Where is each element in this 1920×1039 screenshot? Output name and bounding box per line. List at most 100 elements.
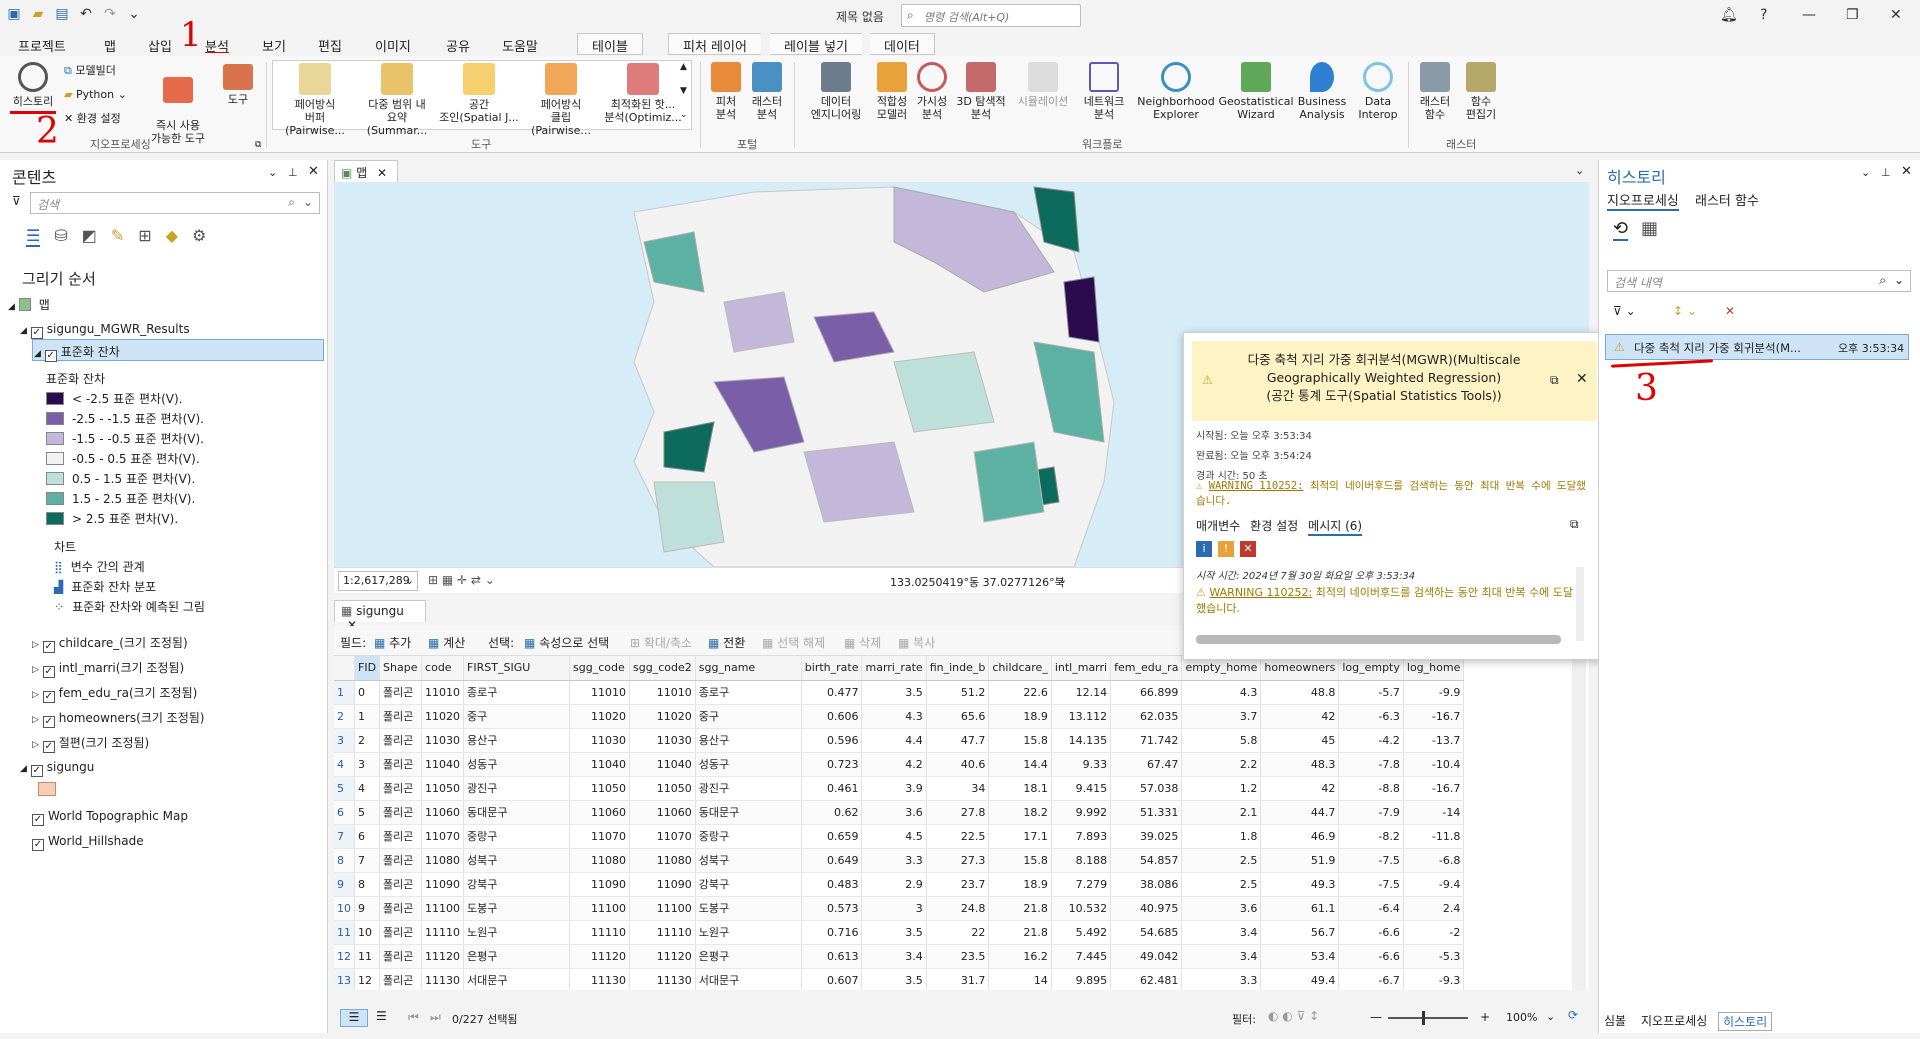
tab-table[interactable]: 테이블 <box>577 33 643 55</box>
table-cell[interactable]: 22.5 <box>926 824 990 849</box>
table-cell[interactable]: 11070 <box>629 824 696 849</box>
table-row[interactable]: 13 12 폴리곤 11130 서대문구 11130 11130 서대문구 0.607 3.5 31… <box>334 968 1465 990</box>
feature-analysis-button[interactable]: 피처 분석 <box>706 62 746 121</box>
table-cell[interactable]: 11090 <box>421 872 465 897</box>
suitability-modeler-button[interactable]: 적합성 모델러 <box>870 62 914 121</box>
table-row[interactable]: 2 1 폴리곤 11020 중구 11020 11020 중구 0.606 4.3 65.6 18.9… <box>334 704 1465 729</box>
table-cell[interactable]: 3.4 <box>1181 944 1262 969</box>
table-cell[interactable]: 5.492 <box>1051 920 1112 945</box>
table-cell[interactable]: 11060 <box>421 800 465 825</box>
table-cell[interactable]: 서대문구 <box>695 968 802 990</box>
draw-order-icon[interactable]: ☰ <box>26 226 41 247</box>
table-cell[interactable]: 11110 <box>569 920 631 945</box>
table-cell[interactable]: -9.4 <box>1403 872 1465 897</box>
table-cell[interactable]: 7 <box>334 824 355 849</box>
data-engineering-button[interactable]: 데이터 엔지니어링 <box>800 62 872 121</box>
table-cell[interactable]: 51.331 <box>1110 800 1183 825</box>
table-cell[interactable]: -4.2 <box>1338 728 1404 753</box>
tab-project[interactable]: 프로젝트 <box>18 40 66 55</box>
history-search-input[interactable]: 검색 내역 ⌕ ⌄ <box>1607 270 1911 292</box>
table-cell[interactable]: 48.3 <box>1260 752 1340 777</box>
gallery-scroll-up-icon[interactable]: ▲ <box>680 62 687 72</box>
history-item[interactable]: ⚠ 다중 축척 지리 가중 회귀분석(M... 오후 3:53:34 <box>1605 334 1909 360</box>
filter-icon[interactable]: ⊽ <box>12 194 21 208</box>
table-cell[interactable]: 15.8 <box>988 848 1052 873</box>
table-cell[interactable]: 11030 <box>569 728 631 753</box>
table-cell[interactable]: 21.8 <box>988 920 1052 945</box>
table-cell[interactable]: 65.6 <box>926 704 990 729</box>
vertical-scrollbar[interactable] <box>1572 656 1586 990</box>
tab-map[interactable]: 맵 <box>104 40 116 55</box>
neighborhood-explorer-button[interactable]: Neighborhood Explorer <box>1134 62 1218 121</box>
table-cell[interactable]: 중랑구 <box>695 824 802 849</box>
table-cell[interactable]: -6.4 <box>1338 896 1404 921</box>
tab-data[interactable]: 데이터 <box>870 33 935 55</box>
column-header[interactable]: sgg_name <box>695 656 802 681</box>
table-cell[interactable]: 11110 <box>629 920 696 945</box>
open-external-icon[interactable]: ⧉ <box>1550 373 1559 387</box>
geostatistical-wizard-button[interactable]: Geostatistical Wizard <box>1218 62 1294 121</box>
table-cell[interactable]: 49.3 <box>1260 872 1340 897</box>
column-header[interactable]: marri_rate <box>861 656 927 681</box>
column-header[interactable]: FID <box>354 656 381 681</box>
tab-symbology[interactable]: 심볼 <box>1604 1014 1627 1028</box>
chart-item-distribution[interactable]: ▟ 표준화 잔차 분포 <box>54 578 156 595</box>
table-cell[interactable]: 노원구 <box>463 920 571 945</box>
table-cell[interactable]: 10 <box>334 896 355 921</box>
table-cell[interactable]: 3.4 <box>1181 920 1262 945</box>
table-cell[interactable]: 폴리곤 <box>379 800 423 825</box>
table-cell[interactable]: 17.1 <box>988 824 1052 849</box>
layer-childcare[interactable]: ▷ ✓ childcare_(크기 조정됨) <box>32 636 188 653</box>
table-cell[interactable]: 폴리곤 <box>379 848 423 873</box>
table-cell[interactable]: 21.8 <box>988 896 1052 921</box>
tools-button[interactable]: 도구 <box>218 64 258 106</box>
table-cell[interactable]: 폴리곤 <box>379 728 423 753</box>
table-cell[interactable]: 2.2 <box>1181 752 1262 777</box>
table-cell[interactable]: 7.445 <box>1051 944 1112 969</box>
tab-parameters[interactable]: 매개변수 <box>1196 519 1241 533</box>
pin-icon[interactable]: ⊥ <box>288 166 298 179</box>
table-cell[interactable]: -9.9 <box>1403 680 1465 705</box>
table-cell[interactable]: 성북구 <box>695 848 802 873</box>
table-cell[interactable]: 11010 <box>421 680 465 705</box>
table-cell[interactable]: 2.9 <box>861 872 927 897</box>
ready-tools-button[interactable]: 즉시 사용 가능한 도구 <box>142 64 214 145</box>
simulation-button[interactable]: 시뮬레이션 <box>1012 62 1074 108</box>
table-cell[interactable]: 3.5 <box>861 968 927 990</box>
column-header[interactable]: sgg_code <box>569 656 631 681</box>
exploratory-3d-button[interactable]: 3D 탐색적 분석 <box>952 62 1010 121</box>
gallery-expand-icon[interactable]: ⌄ <box>680 110 688 120</box>
zoom-in-icon[interactable]: + <box>1480 1010 1491 1024</box>
table-cell[interactable]: 18.9 <box>988 872 1052 897</box>
python-button[interactable]: ▰ Python ⌄ <box>64 88 127 101</box>
table-cell[interactable]: 11070 <box>421 824 465 849</box>
map-view-tab[interactable]: ▣ 맵 ✕ <box>334 160 398 182</box>
error-filter-icon[interactable]: ✕ <box>1240 541 1256 557</box>
close-tab-icon[interactable]: ✕ <box>347 618 358 632</box>
table-cell[interactable]: 2.5 <box>1181 872 1262 897</box>
zoom-slider-thumb[interactable] <box>1422 1011 1425 1025</box>
table-cell[interactable]: 61.1 <box>1260 896 1340 921</box>
table-cell[interactable]: 3.5 <box>861 920 927 945</box>
table-cell[interactable]: -6.7 <box>1338 968 1404 990</box>
sort-icon[interactable]: ↕ ⌄ <box>1673 304 1697 318</box>
table-cell[interactable]: 27.8 <box>926 800 990 825</box>
table-cell[interactable]: -6.8 <box>1403 848 1465 873</box>
table-cell[interactable]: 11030 <box>629 728 696 753</box>
table-cell[interactable]: 22 <box>926 920 990 945</box>
layer-sigungu[interactable]: ◢ ✓ sigungu <box>20 760 95 777</box>
history-button[interactable]: 히스토리 <box>8 62 58 108</box>
labeling-icon[interactable]: ◆ <box>165 226 178 245</box>
table-cell[interactable]: 12 <box>334 944 355 969</box>
table-cell[interactable]: 18.9 <box>988 704 1052 729</box>
table-cell[interactable]: 11050 <box>421 776 465 801</box>
network-analysis-button[interactable]: 네트워크 분석 <box>1078 62 1130 121</box>
table-cell[interactable]: 45 <box>1260 728 1340 753</box>
table-cell[interactable]: 42 <box>1260 704 1340 729</box>
table-cell[interactable]: -8.2 <box>1338 824 1404 849</box>
table-cell[interactable]: 11090 <box>629 872 696 897</box>
table-cell[interactable]: 23.7 <box>926 872 990 897</box>
table-cell[interactable]: 4.3 <box>861 704 927 729</box>
table-cell[interactable]: 7 <box>354 848 381 873</box>
table-cell[interactable]: 0.62 <box>801 800 863 825</box>
